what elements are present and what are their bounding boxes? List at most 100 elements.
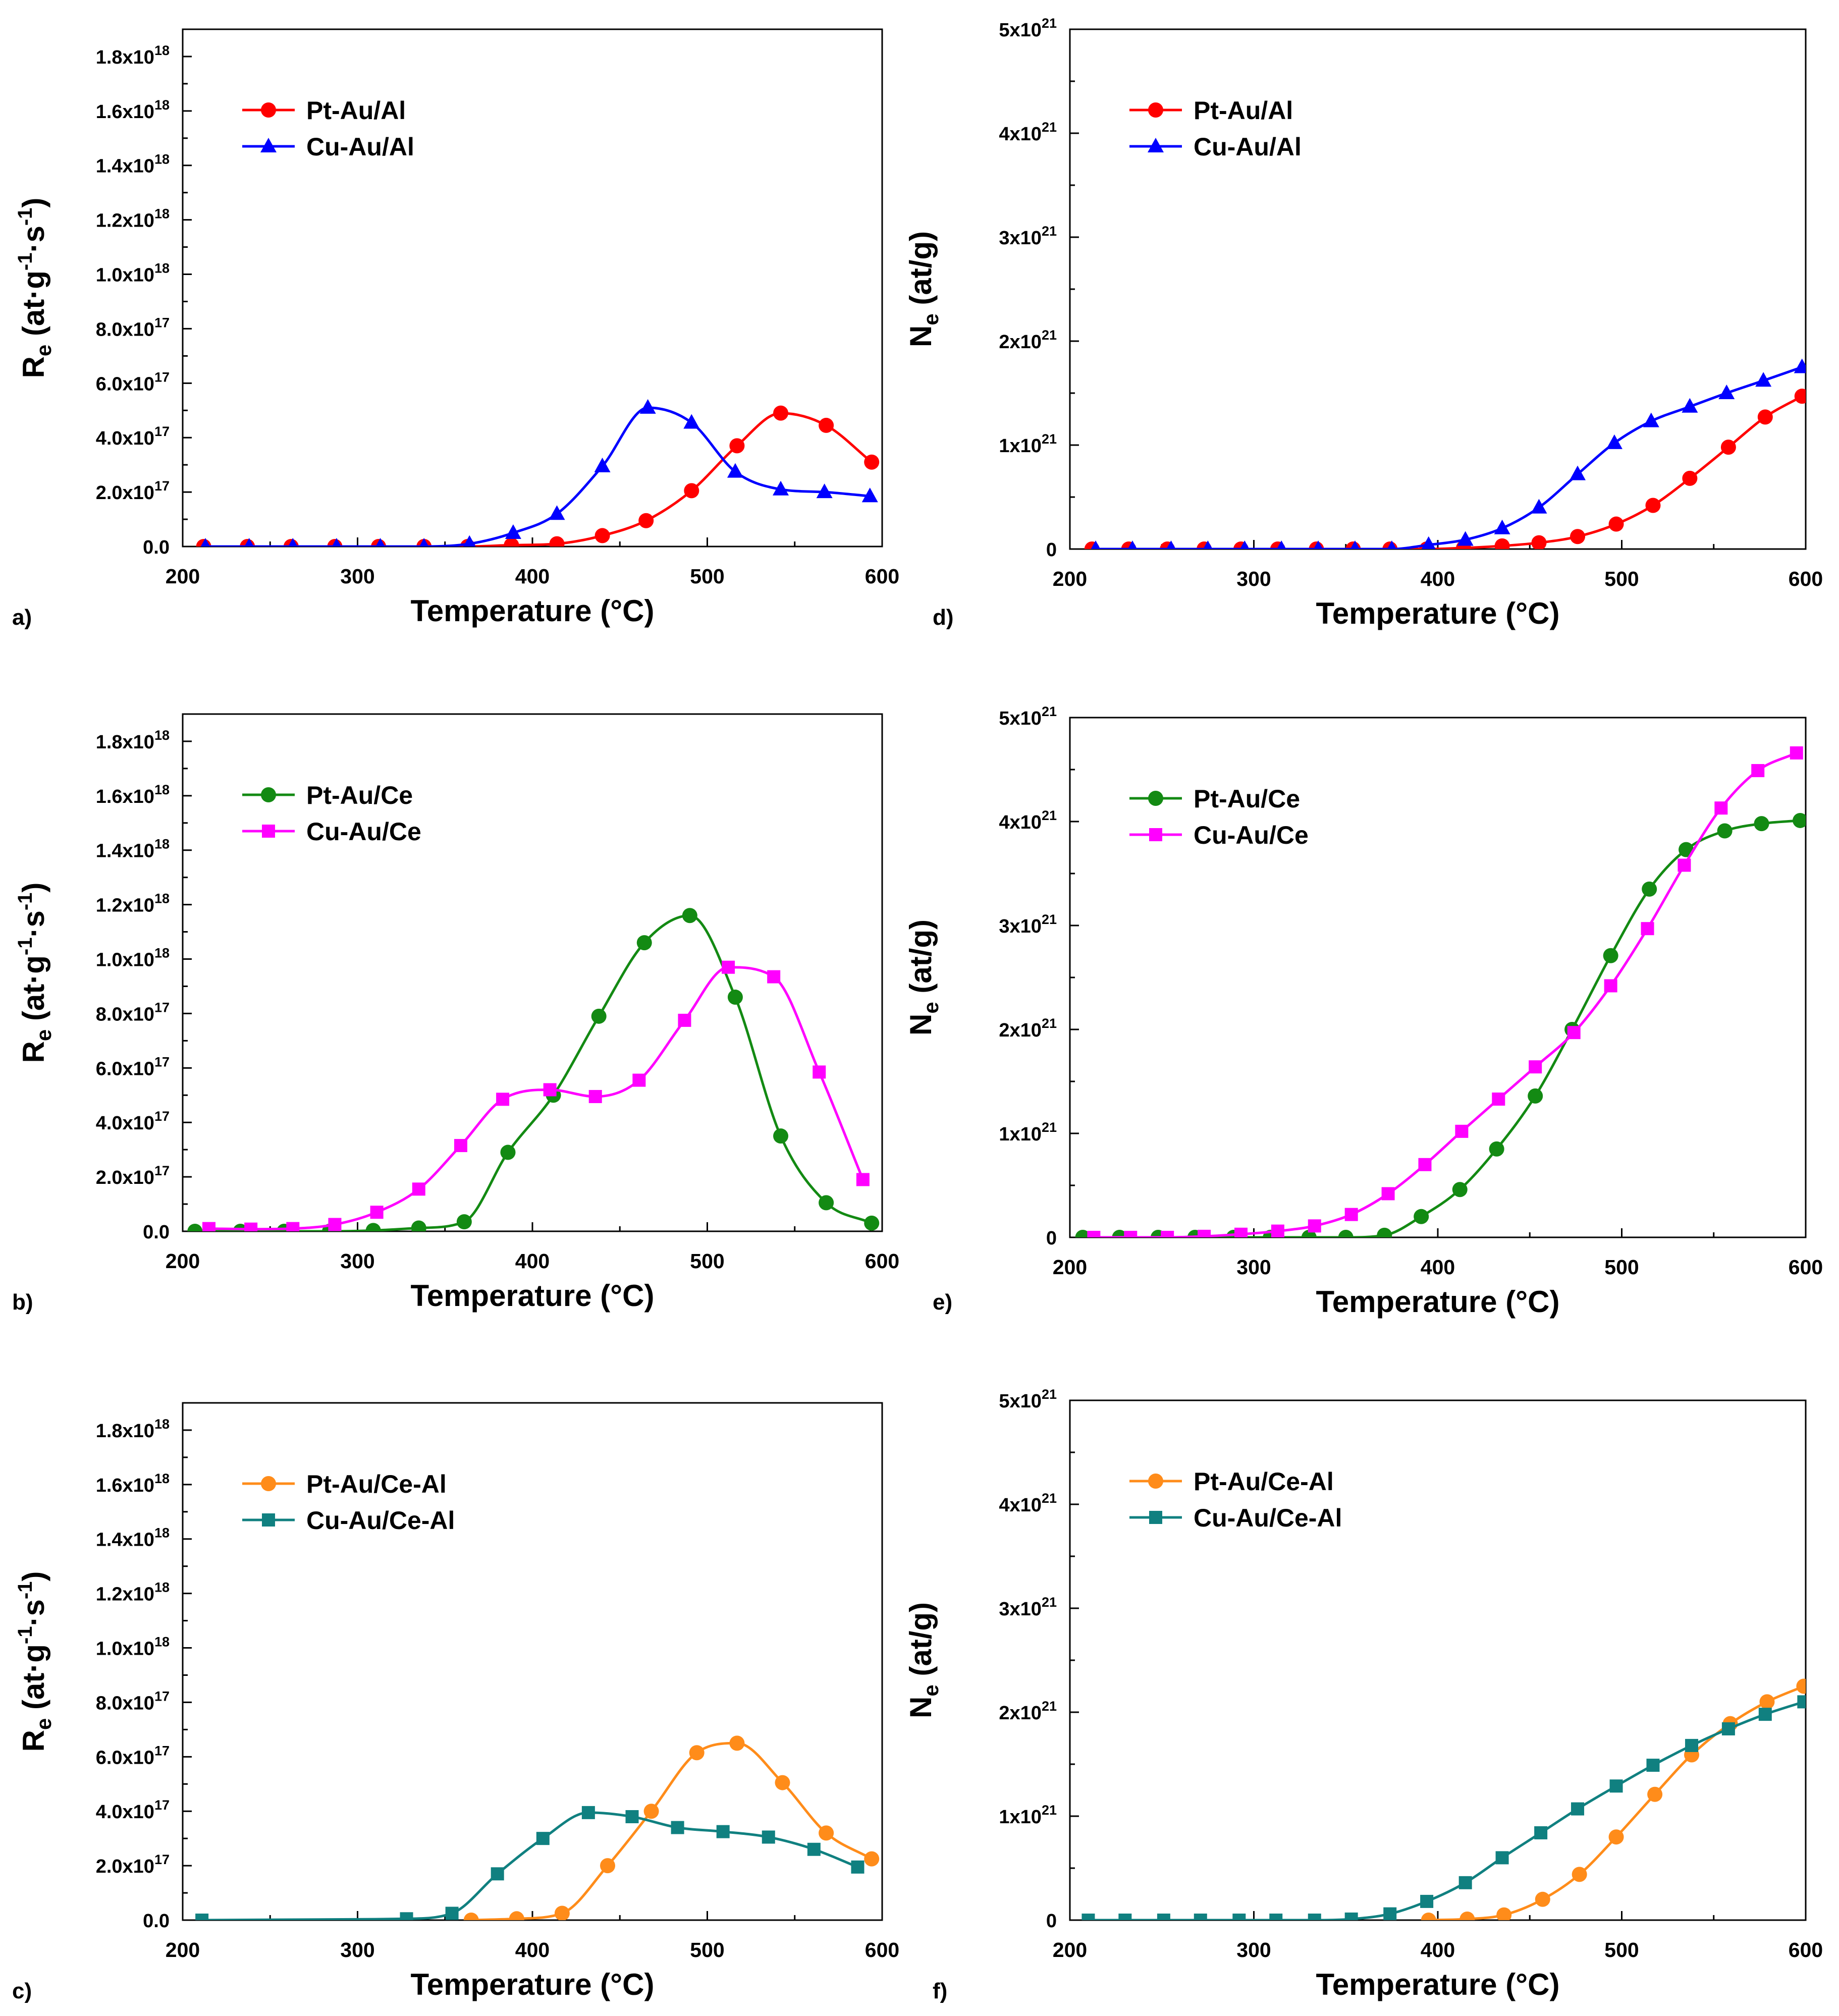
y-label-symbol: R xyxy=(17,356,50,378)
series-line-cu-au-ce-al xyxy=(202,1811,858,1920)
y-tick-exponent: 21 xyxy=(1042,1803,1057,1818)
y-label-exponent: -1 xyxy=(14,938,36,956)
y-tick-exponent: 21 xyxy=(1042,16,1057,31)
data-point xyxy=(1572,1867,1587,1882)
y-tick-exponent: 21 xyxy=(1042,1120,1057,1135)
y-tick-label: 4x1021 xyxy=(999,808,1057,833)
x-tick-label: 200 xyxy=(166,1938,200,1961)
y-tick-exponent: 17 xyxy=(154,478,170,494)
y-tick-exponent: 18 xyxy=(154,97,170,113)
y-tick-label: 1x1021 xyxy=(999,431,1057,457)
y-tick-exponent: 21 xyxy=(1042,1016,1057,1031)
data-point xyxy=(1645,498,1661,513)
data-point xyxy=(1239,540,1250,549)
y-tick-mantissa: 4.0x10 xyxy=(96,1802,154,1823)
legend-marker xyxy=(1148,138,1164,152)
y-label-unit: (at·g xyxy=(17,1644,50,1718)
data-point xyxy=(244,1222,258,1231)
series-line-cu-au-al xyxy=(1096,366,1803,549)
data-point xyxy=(463,535,476,547)
x-axis-label: Temperature (°C) xyxy=(411,594,655,628)
data-point xyxy=(1459,1911,1475,1920)
y-label-unit-mid: ·s xyxy=(17,226,50,252)
data-point xyxy=(851,1860,864,1874)
data-point xyxy=(1377,1227,1392,1237)
y-tick-mantissa: 4.0x10 xyxy=(96,1113,154,1134)
x-tick-label: 400 xyxy=(515,1249,550,1273)
y-tick-label: 4x1021 xyxy=(999,1491,1057,1516)
data-point xyxy=(1608,1829,1624,1845)
legend-label: Pt-Au/Ce-Al xyxy=(306,1470,447,1498)
y-label-unit: (at·g xyxy=(17,270,50,345)
data-point xyxy=(864,1215,880,1231)
y-tick-exponent: 21 xyxy=(1042,1491,1057,1506)
y-tick-mantissa: 2.0x10 xyxy=(96,1167,154,1188)
legend-marker xyxy=(1149,1511,1162,1524)
data-point xyxy=(722,960,735,974)
data-point xyxy=(773,405,789,421)
y-tick-label: 1.4x1018 xyxy=(96,152,170,177)
data-point xyxy=(1790,746,1803,760)
data-point xyxy=(1529,1060,1542,1074)
y-tick-mantissa: 2x10 xyxy=(999,1703,1042,1724)
data-point xyxy=(1643,412,1659,427)
legend-marker xyxy=(1149,828,1162,841)
x-tick-label: 500 xyxy=(690,1249,724,1273)
data-point xyxy=(600,1858,615,1874)
data-point xyxy=(727,463,743,478)
data-point xyxy=(1604,979,1617,993)
series-line-cu-au-ce xyxy=(208,966,864,1231)
data-point xyxy=(543,1083,557,1097)
legend-marker xyxy=(1148,1474,1163,1489)
data-point xyxy=(1606,434,1622,449)
data-point xyxy=(200,538,210,547)
plot-frame xyxy=(1069,717,1807,1238)
y-tick-mantissa: 1.2x10 xyxy=(96,1584,154,1605)
legend-label: Pt-Au/Ce-Al xyxy=(1194,1467,1334,1496)
data-point xyxy=(807,1842,821,1856)
data-point xyxy=(328,1218,342,1231)
series-line-pt-au-ce xyxy=(195,914,873,1231)
y-label-exponent: -1 xyxy=(14,208,36,226)
x-tick-label: 200 xyxy=(1053,1256,1087,1279)
y-tick-label: 2.0x1017 xyxy=(96,1852,170,1877)
data-point xyxy=(1494,519,1510,534)
data-point xyxy=(1166,540,1176,549)
x-tick-label: 200 xyxy=(1053,567,1087,590)
series-layer xyxy=(196,399,880,547)
series-line-pt-au-al xyxy=(1092,395,1803,549)
y-tick-label: 5x1021 xyxy=(999,1387,1057,1412)
y-tick-label: 4.0x1017 xyxy=(96,1797,170,1823)
y-tick-label: 0 xyxy=(1046,1228,1057,1249)
data-point xyxy=(1531,499,1547,514)
x-tick-label: 500 xyxy=(1604,567,1639,590)
data-point xyxy=(400,1912,413,1920)
y-tick-label: 3x1021 xyxy=(999,224,1057,249)
x-tick-label: 400 xyxy=(1421,1256,1455,1279)
data-point xyxy=(816,483,833,499)
y-tick-exponent: 21 xyxy=(1042,328,1057,343)
plot-frame xyxy=(182,1402,883,1921)
data-point xyxy=(1421,536,1436,549)
data-point xyxy=(1647,1786,1663,1802)
y-tick-label: 1.6x1018 xyxy=(96,97,170,123)
legend-marker xyxy=(261,102,276,118)
y-axis-label: Re (at·g-1·s-1) xyxy=(14,883,56,1063)
x-axis-label: Temperature (°C) xyxy=(1316,1285,1560,1319)
x-axis: 200 300 400 500 600 Temperature (°C) xyxy=(166,537,899,628)
data-point xyxy=(1344,1912,1358,1920)
data-point xyxy=(1755,372,1772,387)
y-label-unit-mid: ·s xyxy=(17,910,50,937)
data-point xyxy=(1387,540,1397,549)
y-tick-label: 1.4x1018 xyxy=(96,837,170,862)
data-point xyxy=(638,513,654,528)
data-point xyxy=(1531,535,1547,549)
plot-frame xyxy=(182,28,883,548)
data-point xyxy=(1757,409,1773,425)
data-point xyxy=(1350,540,1360,549)
legend-marker xyxy=(261,787,276,802)
data-point xyxy=(1124,1231,1138,1237)
series-line-pt-au-ce-al xyxy=(471,1741,873,1920)
data-point xyxy=(1344,1208,1358,1221)
